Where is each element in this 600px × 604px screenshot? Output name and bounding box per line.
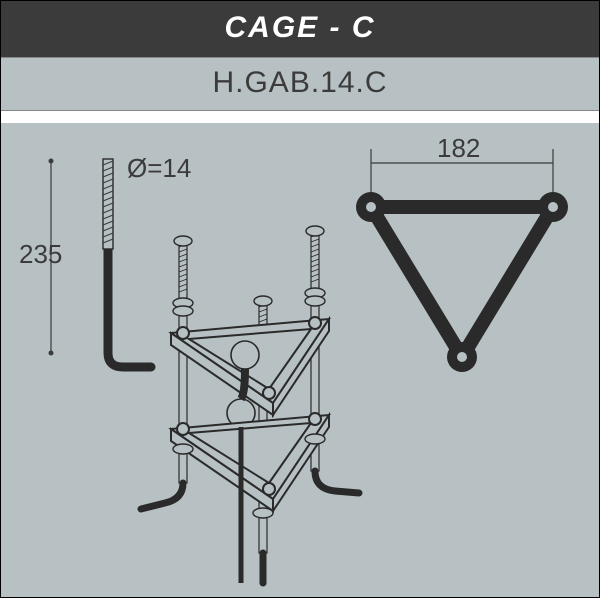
anchor-bolt — [103, 159, 151, 367]
product-card: CAGE - C H.GAB.14.C 235 — [0, 0, 600, 598]
diagram-svg: 235 — [1, 123, 599, 599]
height-dimension: 235 — [19, 159, 62, 356]
code-bar: H.GAB.14.C — [1, 57, 599, 111]
width-value: 182 — [437, 133, 480, 163]
height-value: 235 — [19, 239, 62, 269]
product-title: CAGE - C — [225, 11, 376, 44]
title-bar: CAGE - C — [1, 1, 599, 57]
isometric-assembly — [141, 226, 359, 583]
top-view-triangle: 182 — [356, 133, 568, 372]
diameter-value: Ø=14 — [127, 153, 191, 183]
product-code: H.GAB.14.C — [212, 66, 387, 99]
diagram-area: 235 — [1, 123, 599, 597]
